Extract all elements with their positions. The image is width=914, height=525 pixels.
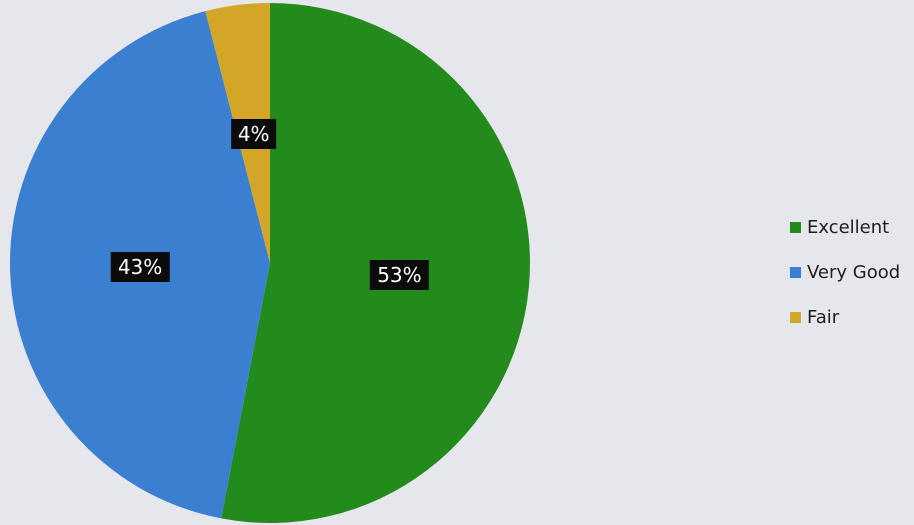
legend-swatch-excellent bbox=[790, 222, 801, 233]
data-label-fair: 4% bbox=[230, 119, 277, 150]
legend-item-fair: Fair bbox=[790, 295, 900, 340]
legend-item-excellent: Excellent bbox=[790, 205, 900, 250]
data-label-excellent: 53% bbox=[370, 260, 429, 291]
legend: Excellent Very Good Fair bbox=[790, 205, 900, 340]
legend-label-very-good: Very Good bbox=[807, 262, 901, 283]
legend-label-fair: Fair bbox=[807, 307, 840, 328]
legend-item-very-good: Very Good bbox=[790, 250, 900, 295]
data-label-very-good: 43% bbox=[110, 252, 170, 283]
legend-label-excellent: Excellent bbox=[807, 217, 890, 238]
legend-swatch-fair bbox=[790, 312, 801, 323]
legend-swatch-very-good bbox=[790, 267, 801, 278]
